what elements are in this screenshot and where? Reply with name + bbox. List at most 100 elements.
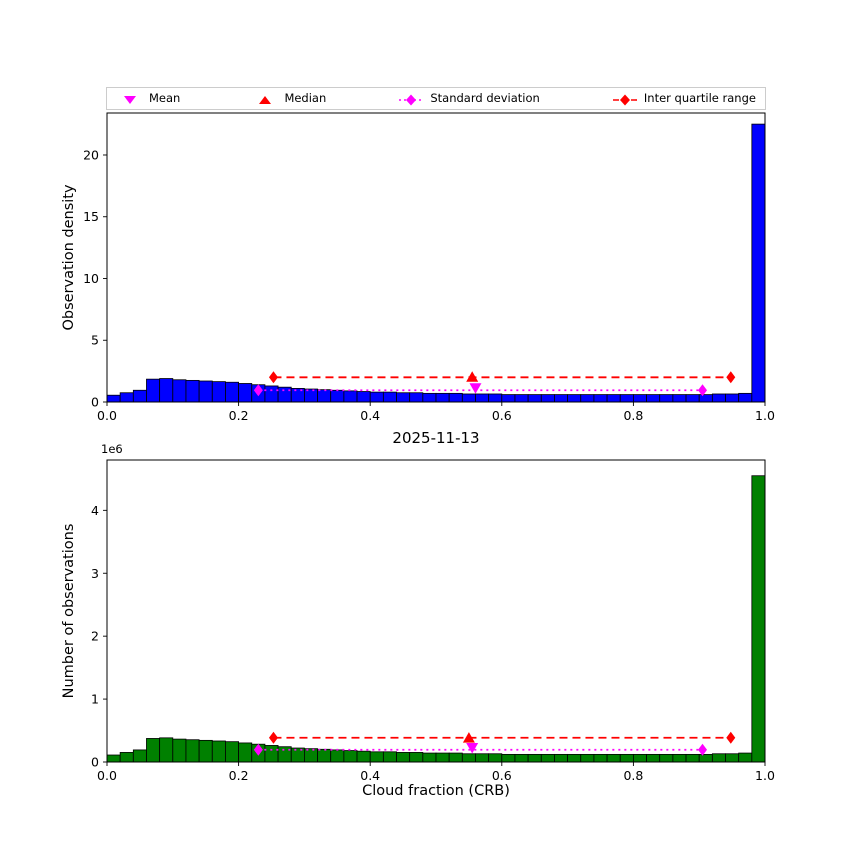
legend-item-median: Median — [251, 92, 326, 106]
observation-density-subplot: 0.0 0.2 0.4 0.6 0.8 1.0 0 5 10 15 20 Observation de… — [61, 112, 775, 423]
number-of-observations-bar — [159, 737, 174, 763]
number-of-observations-bar — [580, 753, 595, 763]
median-marker — [466, 371, 479, 382]
legend-label-iqr: Inter quartile range — [643, 90, 756, 105]
observation-density-bar — [225, 381, 240, 403]
observation-density-bar — [264, 385, 279, 403]
x-tick-label: 0.4 — [360, 768, 380, 783]
number-of-observations-bar — [225, 741, 240, 763]
number-of-observations-bar — [317, 748, 332, 763]
y-tick-label: 20 — [83, 147, 99, 162]
number-of-observations-bar — [422, 752, 437, 763]
number-of-observations-bar — [356, 750, 371, 763]
observation-density-bar — [132, 389, 147, 403]
mean-marker — [466, 743, 479, 754]
iqr-diamond-right — [726, 731, 736, 744]
number-of-observations-bar — [238, 742, 253, 763]
observation-density-bar — [725, 393, 740, 403]
legend-label-median: Median — [284, 90, 327, 105]
y-tick-label: 15 — [83, 209, 99, 224]
number-of-observations-bar — [540, 753, 555, 763]
y-tick-label: 3 — [91, 566, 99, 581]
legend-label-mean: Mean — [149, 90, 181, 105]
number-of-observations-bar — [290, 747, 305, 763]
mean-marker — [469, 383, 482, 394]
observation-density-bar — [580, 394, 595, 403]
y-tick-label: 5 — [91, 333, 99, 348]
x-tick-label: 0.0 — [97, 408, 117, 423]
observation-density-bar — [185, 379, 200, 403]
number-of-observations-bar — [369, 751, 384, 763]
observation-density-bar — [501, 394, 516, 403]
observation-density-bar — [343, 390, 358, 403]
std-diamond-dotted-icon — [399, 94, 424, 105]
observation-density-bar — [146, 378, 161, 403]
number-of-observations-bar — [725, 753, 740, 763]
number-of-observations-bar — [185, 739, 200, 763]
iqr-diamond-left — [268, 371, 278, 384]
number-of-observations-bar — [343, 750, 358, 763]
number-of-observations-bar — [198, 739, 213, 763]
number-of-observations-bar — [606, 753, 621, 763]
axes-frame — [106, 112, 766, 403]
y-axis-label: Observation density — [61, 184, 77, 330]
x-tick-label: 0.2 — [229, 768, 249, 783]
observation-density-bar — [330, 389, 345, 403]
observation-density-bar — [514, 394, 529, 403]
number-of-observations-bar — [303, 748, 318, 763]
number-of-observations-bar — [396, 752, 411, 763]
number-of-observations-subplot: 0.0 0.2 0.4 0.6 0.8 1.0 0 1 2 3 4 Number of observa… — [61, 442, 775, 799]
number-of-observations-bar — [554, 753, 569, 763]
x-tick-label: 0.6 — [492, 408, 512, 423]
x-tick-label: 0.8 — [623, 408, 643, 423]
number-of-observations-bar — [738, 752, 753, 763]
observation-density-bar — [119, 392, 134, 403]
observation-density-bar — [396, 392, 411, 403]
number-of-observations-bar — [435, 752, 450, 763]
iqr-diamond-right — [726, 371, 736, 384]
observation-density-bar — [435, 392, 450, 403]
observation-density-bar — [685, 394, 700, 403]
number-of-observations-bar — [527, 753, 542, 763]
number-of-observations-bar — [475, 753, 490, 763]
observation-density-bar — [409, 392, 424, 403]
number-of-observations-bar — [751, 475, 766, 763]
median-marker — [462, 732, 475, 743]
mean-triangle-down-icon — [124, 95, 136, 104]
observation-density-bar — [369, 391, 384, 403]
number-of-observations-bar — [172, 738, 187, 763]
observation-density-bar — [738, 392, 753, 403]
observation-density-bar — [422, 392, 437, 403]
y-tick-label: 0 — [91, 755, 99, 770]
x-tick-label: 0.8 — [623, 768, 643, 783]
number-of-observations-bar — [330, 749, 345, 763]
observation-density-bar — [659, 394, 674, 403]
number-of-observations-bar — [119, 752, 134, 763]
median-triangle-up-icon — [259, 95, 272, 104]
x-axis-label: Cloud fraction (CRB) — [362, 783, 510, 799]
y-tick-label: 10 — [83, 271, 99, 286]
number-of-observations-bar — [264, 745, 279, 763]
observation-density-bar — [593, 394, 608, 403]
iqr-diamond-dashed-icon — [612, 94, 637, 105]
y-tick-label: 2 — [91, 629, 99, 644]
x-tick-label: 1.0 — [755, 408, 775, 423]
observation-density-bar — [751, 123, 766, 403]
y-axis-label: Number of observations — [61, 524, 77, 699]
number-of-observations-bar — [593, 753, 608, 763]
observation-density-bar — [475, 393, 490, 403]
iqr-diamond-left — [268, 731, 278, 744]
x-tick-label: 0.4 — [360, 408, 380, 423]
number-of-observations-bar — [646, 753, 661, 763]
std-diamond-left — [253, 743, 263, 756]
observation-density-bar — [567, 394, 582, 403]
number-of-observations-bar — [619, 753, 634, 763]
observation-density-bar — [711, 393, 726, 403]
y-tick-label: 0 — [91, 395, 99, 410]
observation-density-bar — [698, 394, 713, 403]
x-tick-label: 0.6 — [492, 768, 512, 783]
observation-density-bar — [448, 392, 463, 403]
number-of-observations-bar — [146, 738, 161, 763]
